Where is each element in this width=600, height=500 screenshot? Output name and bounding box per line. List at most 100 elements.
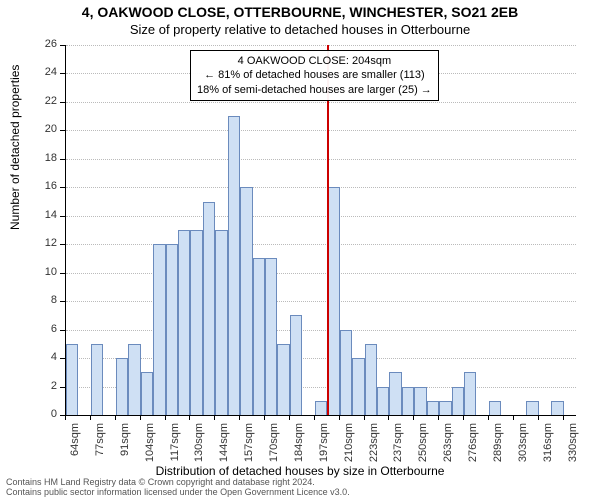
x-tick-mark: [463, 415, 464, 420]
x-tick-mark: [214, 415, 215, 420]
x-tick-label: 210sqm: [343, 423, 355, 473]
y-tick-label: 22: [35, 95, 57, 107]
histogram-bar: [178, 230, 190, 415]
x-tick-label: 303sqm: [517, 423, 529, 473]
gridline: [66, 130, 576, 131]
histogram-bar: [340, 330, 352, 415]
histogram-bar: [277, 344, 289, 415]
histogram-bar: [526, 401, 538, 415]
y-tick-label: 14: [35, 209, 57, 221]
x-tick-mark: [388, 415, 389, 420]
histogram-bar: [439, 401, 451, 415]
callout-line3: 18% of semi-detached houses are larger (…: [197, 83, 432, 97]
x-tick-label: 91sqm: [119, 423, 131, 473]
histogram-bar: [427, 401, 439, 415]
x-tick-mark: [65, 415, 66, 420]
histogram-bar: [402, 387, 414, 415]
callout-box: 4 OAKWOOD CLOSE: 204sqm← 81% of detached…: [190, 50, 439, 101]
x-tick-label: 237sqm: [392, 423, 404, 473]
histogram-bar: [315, 401, 327, 415]
x-tick-label: 184sqm: [293, 423, 305, 473]
histogram-bar: [203, 202, 215, 415]
histogram-bar: [141, 372, 153, 415]
y-tick-mark: [60, 102, 65, 103]
y-tick-label: 12: [35, 237, 57, 249]
y-tick-mark: [60, 73, 65, 74]
y-tick-mark: [60, 187, 65, 188]
x-tick-label: 77sqm: [94, 423, 106, 473]
gridline: [66, 45, 576, 46]
y-tick-mark: [60, 244, 65, 245]
histogram-bar: [128, 344, 140, 415]
x-tick-mark: [115, 415, 116, 420]
histogram-bar: [66, 344, 78, 415]
callout-line2: ← 81% of detached houses are smaller (11…: [197, 68, 432, 82]
x-tick-label: 276sqm: [467, 423, 479, 473]
y-tick-mark: [60, 330, 65, 331]
y-tick-label: 16: [35, 180, 57, 192]
gridline: [66, 102, 576, 103]
x-tick-label: 130sqm: [193, 423, 205, 473]
x-tick-label: 64sqm: [69, 423, 81, 473]
x-tick-mark: [165, 415, 166, 420]
y-tick-mark: [60, 358, 65, 359]
chart-title-primary: 4, OAKWOOD CLOSE, OTTERBOURNE, WINCHESTE…: [0, 4, 600, 20]
x-tick-mark: [513, 415, 514, 420]
y-tick-label: 2: [35, 380, 57, 392]
x-tick-mark: [339, 415, 340, 420]
footer-attribution: Contains HM Land Registry data © Crown c…: [6, 478, 350, 498]
x-tick-label: 117sqm: [169, 423, 181, 473]
histogram-bar: [215, 230, 227, 415]
histogram-bar: [352, 358, 364, 415]
x-tick-mark: [488, 415, 489, 420]
x-tick-label: 316sqm: [542, 423, 554, 473]
y-tick-label: 6: [35, 323, 57, 335]
histogram-bar: [190, 230, 202, 415]
histogram-bar: [489, 401, 501, 415]
x-tick-label: 104sqm: [144, 423, 156, 473]
x-tick-label: 250sqm: [417, 423, 429, 473]
y-tick-label: 18: [35, 152, 57, 164]
gridline: [66, 330, 576, 331]
y-tick-label: 20: [35, 123, 57, 135]
chart-wrapper: 4, OAKWOOD CLOSE, OTTERBOURNE, WINCHESTE…: [0, 0, 600, 500]
chart-title-secondary: Size of property relative to detached ho…: [0, 22, 600, 37]
x-tick-mark: [189, 415, 190, 420]
histogram-bar: [116, 358, 128, 415]
x-tick-mark: [438, 415, 439, 420]
histogram-bar: [290, 315, 302, 415]
x-tick-label: 197sqm: [318, 423, 330, 473]
x-tick-label: 289sqm: [492, 423, 504, 473]
gridline: [66, 159, 576, 160]
histogram-bar: [551, 401, 563, 415]
y-tick-mark: [60, 130, 65, 131]
histogram-bar: [464, 372, 476, 415]
x-tick-mark: [289, 415, 290, 420]
y-tick-mark: [60, 159, 65, 160]
y-tick-mark: [60, 273, 65, 274]
x-tick-label: 170sqm: [268, 423, 280, 473]
gridline: [66, 216, 576, 217]
histogram-bar: [377, 387, 389, 415]
y-tick-mark: [60, 216, 65, 217]
x-tick-mark: [314, 415, 315, 420]
histogram-bar: [91, 344, 103, 415]
x-tick-mark: [264, 415, 265, 420]
y-tick-label: 0: [35, 408, 57, 420]
histogram-bar: [253, 258, 265, 415]
y-tick-label: 26: [35, 38, 57, 50]
x-tick-mark: [563, 415, 564, 420]
x-tick-mark: [140, 415, 141, 420]
histogram-bar: [452, 387, 464, 415]
x-tick-mark: [538, 415, 539, 420]
y-tick-label: 8: [35, 294, 57, 306]
histogram-bar: [389, 372, 401, 415]
x-tick-label: 144sqm: [218, 423, 230, 473]
y-tick-label: 4: [35, 351, 57, 363]
y-tick-mark: [60, 301, 65, 302]
x-tick-mark: [239, 415, 240, 420]
histogram-bar: [365, 344, 377, 415]
y-tick-label: 10: [35, 266, 57, 278]
gridline: [66, 187, 576, 188]
y-axis-label: Number of detached properties: [8, 65, 22, 230]
